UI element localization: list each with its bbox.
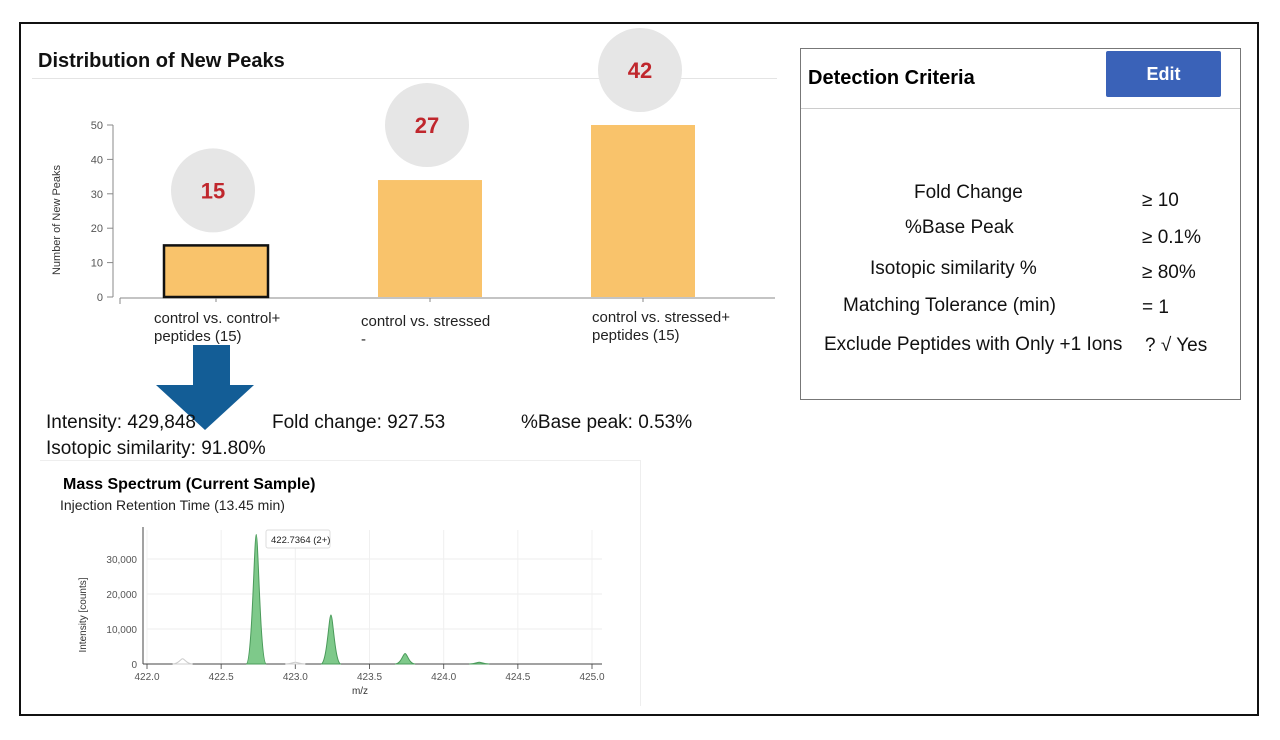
intensity-readout: Intensity: 429,848 [46,412,196,433]
x-tick-label: 424.0 [431,672,456,683]
y-tick-label: 30 [91,189,103,201]
criterion-label: %Base Peak [905,217,1014,238]
bar [162,244,270,299]
x-tick-label: control vs. control+ [154,310,281,327]
criterion-value: = 1 [1142,297,1169,318]
edit-button[interactable]: Edit [1106,51,1221,97]
bar [378,180,482,297]
figure-frame [19,22,1259,716]
x-tick-label: 423.5 [357,672,382,683]
criterion-value: ≥ 80% [1142,262,1196,283]
spectrum-subtitle: Injection Retention Time (13.45 min) [60,497,285,513]
mass-spectrum-panel [40,460,641,706]
criterion-value: ≥ 10 [1142,190,1179,211]
detection-title: Detection Criteria [808,67,975,89]
data-label-bubble [171,148,255,233]
minor-peak [285,661,306,665]
y-tick-label: 30,000 [106,555,137,566]
data-label-bubble [598,28,682,112]
x-tick-label: 425.0 [579,672,604,683]
criterion-label: Exclude Peptides with Only +1 Ions [824,334,1123,355]
y-axis-label: Intensity [counts] [78,577,89,652]
y-axis-label: Number of New Peaks [51,164,63,275]
bar-chart: 0 10 20 30 40 50 Number of New Peaks 15 control … [51,28,775,430]
divider [801,108,1240,109]
minor-peak [172,658,193,665]
y-tick-label: 20,000 [106,590,137,601]
criterion-label: Isotopic similarity % [870,258,1037,279]
peak-annotation: 422.7364 (2+) [271,535,330,546]
x-tick-label: 422.5 [209,672,234,683]
x-tick-label: 423.0 [283,672,308,683]
isotopic-similarity-readout: Isotopic similarity: 91.80% [46,438,266,459]
spectrum-peak [320,614,342,665]
data-label: 42 [628,58,652,83]
detection-criteria-panel [800,48,1241,400]
spectrum-title: Mass Spectrum (Current Sample) [63,476,316,493]
x-tick-label: - [361,331,366,348]
y-tick-label: 0 [97,292,103,304]
divider [32,78,777,79]
y-tick-label: 20 [91,223,103,235]
criterion-value: ≥ 0.1% [1142,227,1202,248]
data-label-bubble [385,83,469,168]
chart-title: Distribution of New Peaks [38,50,285,72]
fold-change-readout: Fold change: 927.53 [272,412,446,433]
criterion-value[interactable]: ? √ Yes [1145,335,1208,356]
criterion-label: Fold Change [914,182,1023,203]
down-arrow-icon [156,345,254,430]
x-tick-label: 422.0 [134,672,159,683]
bar [591,125,695,297]
spectrum-peak [395,652,416,665]
x-tick-label: peptides (15) [592,327,680,344]
y-tick-label: 50 [91,120,103,132]
mass-spectrum-chart: 0 10,000 20,000 30,000 422.0 422.5 423.0 423.5 4… [78,527,605,697]
spectrum-peak [245,533,267,665]
x-tick-label: control vs. stressed [361,313,490,330]
x-tick-label: peptides (15) [154,328,242,345]
x-axis-label: m/z [352,686,368,697]
data-label: 27 [415,113,439,138]
base-peak-readout: %Base peak: 0.53% [521,412,693,433]
criterion-label: Matching Tolerance (min) [843,295,1056,316]
x-tick-label: control vs. stressed+ [592,309,730,326]
y-tick-label: 10,000 [106,625,137,636]
peak-annotation-box [265,529,331,549]
y-tick-label: 40 [91,154,103,166]
x-tick-label: 424.5 [505,672,530,683]
y-tick-label: 10 [91,258,103,270]
y-tick-label: 0 [131,660,137,671]
data-label: 15 [201,178,225,203]
spectrum-peak [469,661,490,665]
